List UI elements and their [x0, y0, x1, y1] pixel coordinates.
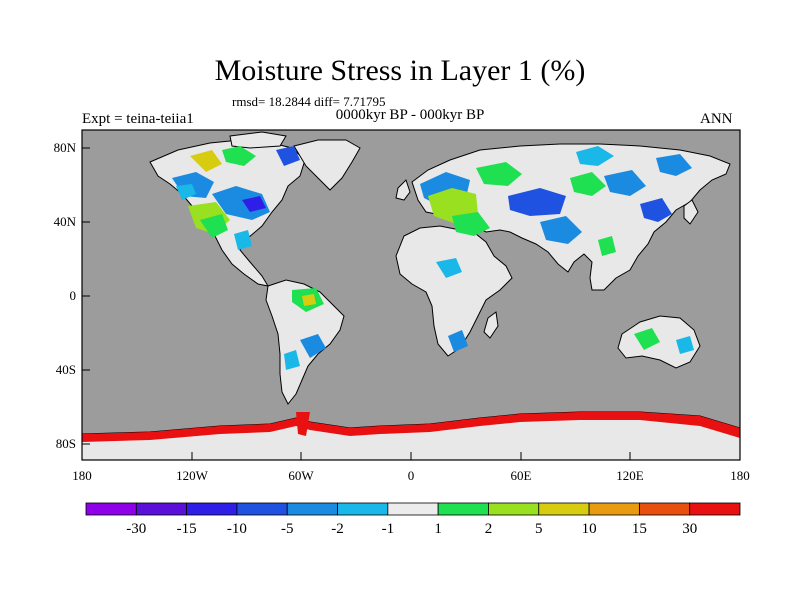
patch-na-west-2	[176, 184, 196, 200]
patch-china	[640, 198, 672, 222]
patch-siberia-2	[604, 170, 646, 196]
lon-label: 180	[72, 468, 92, 483]
colorbar-swatch	[186, 502, 238, 516]
patch-south-asia	[540, 216, 582, 244]
period-label: 0000kyr BP - 000kyr BP	[335, 107, 485, 123]
colorbar-swatch	[135, 502, 188, 516]
anomaly-patches	[82, 146, 740, 442]
longitude-axis: 180 120W 60W 0 60E 120E 180	[72, 452, 750, 483]
colorbar-swatch	[437, 502, 489, 516]
colorbar-label: -10	[227, 521, 247, 537]
colorbar-label: 2	[485, 521, 493, 537]
experiment-label: Expt = teina-teiia1	[82, 111, 194, 127]
patch-east-siberia	[656, 154, 692, 176]
colorbar-label: 5	[535, 521, 543, 537]
lon-label: 60W	[288, 468, 314, 483]
lat-label: 0	[70, 288, 77, 303]
patch-australia	[634, 328, 660, 350]
patch-russia-west	[476, 162, 522, 186]
lat-label: 80N	[54, 140, 77, 155]
patch-middle-east	[452, 212, 490, 236]
season-label: ANN	[700, 111, 733, 127]
colorbar-swatch	[85, 502, 137, 516]
patch-africa-south	[448, 330, 468, 352]
lon-label: 120W	[176, 468, 209, 483]
uk	[395, 179, 411, 201]
patch-sa-south	[300, 334, 326, 358]
colorbar-label: -2	[331, 521, 344, 537]
colorbar-swatch	[387, 502, 439, 516]
arctic-islands	[229, 131, 287, 149]
patch-na-northeast	[276, 146, 300, 166]
latitude-axis: 80N 40N 0 40S 80S	[54, 140, 90, 451]
colorbar-swatch	[638, 502, 691, 516]
patch-africa-sahel	[436, 258, 462, 278]
patch-na-north	[222, 146, 256, 166]
colorbar-label: -5	[281, 521, 294, 537]
patch-sa-north-2	[302, 294, 316, 306]
patch-antarctic-margin	[82, 412, 740, 442]
patch-mexico	[234, 230, 252, 250]
map-title: Moisture Stress in Layer 1 (%)	[214, 54, 586, 87]
patch-central-asia	[508, 188, 566, 216]
patch-na-north-2	[190, 150, 222, 172]
patch-na-central	[212, 186, 270, 220]
patch-na-central-dark	[242, 196, 266, 212]
colorbar-swatch	[538, 502, 590, 516]
lon-label: 120E	[616, 468, 644, 483]
patch-siberia	[570, 172, 606, 196]
patch-australia-east	[676, 336, 694, 354]
colorbar-swatch	[286, 502, 338, 516]
colorbar-label: -15	[177, 521, 197, 537]
colorbar-swatch	[689, 502, 741, 516]
patch-antarctic-peninsula	[296, 412, 310, 436]
lon-label: 180	[730, 468, 750, 483]
madagascar	[483, 311, 499, 339]
colorbar-label: -1	[382, 521, 395, 537]
colorbar-label: 1	[434, 521, 442, 537]
colorbar-label: 10	[582, 521, 597, 537]
patch-na-southwest-2	[200, 214, 228, 238]
colorbar-swatch	[588, 502, 640, 516]
colorbar-swatch	[337, 502, 389, 516]
greenland	[293, 139, 361, 191]
colorbar: -30 -15 -10 -5 -2 -1 1 2 5 10 15 30	[85, 502, 741, 537]
lon-label: 60E	[511, 468, 532, 483]
stats-text: rmsd= 18.2844 diff= 7.71795	[232, 94, 386, 109]
patch-sa-south-2	[284, 350, 300, 370]
patch-india	[598, 236, 616, 256]
colorbar-label: 15	[632, 521, 647, 537]
colorbar-swatch	[236, 502, 288, 516]
lat-label: 40N	[54, 214, 77, 229]
japan	[683, 199, 699, 225]
lat-label: 40S	[56, 362, 76, 377]
lat-label: 80S	[56, 436, 76, 451]
patch-north-siberia	[576, 146, 614, 166]
colorbar-label: 30	[682, 521, 697, 537]
colorbar-swatch	[488, 502, 540, 516]
colorbar-label: -30	[126, 521, 146, 537]
lon-label: 0	[408, 468, 415, 483]
